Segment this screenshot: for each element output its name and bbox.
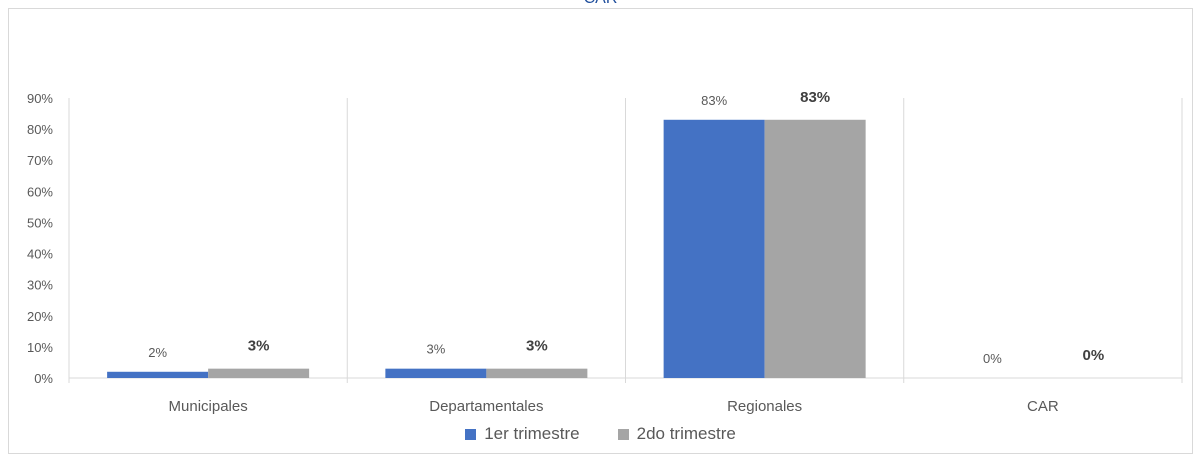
y-tick-label: 60% [27, 184, 53, 199]
y-tick-label: 0% [34, 371, 53, 386]
y-tick-label: 50% [27, 215, 53, 230]
bar-2 [208, 368, 310, 378]
category-label: Municipales [169, 398, 248, 415]
data-label: 2% [148, 345, 167, 360]
y-tick-label: 80% [27, 122, 53, 137]
legend-item-2: 2do trimestre [617, 424, 736, 444]
bar-2 [764, 119, 866, 379]
y-tick-label: 90% [27, 91, 53, 106]
data-label: 3% [426, 342, 445, 357]
y-tick-label: 10% [27, 340, 53, 355]
data-label: 3% [526, 338, 548, 355]
y-tick-label: 30% [27, 278, 53, 293]
bar-2 [486, 368, 588, 378]
legend-label-1: 1er trimestre [484, 424, 580, 443]
legend-swatch-1 [465, 428, 477, 440]
legend-label-2: 2do trimestre [636, 424, 736, 443]
data-label: 83% [800, 89, 830, 106]
data-label: 0% [1083, 347, 1105, 364]
data-label: 0% [983, 351, 1002, 366]
y-tick-label: 40% [27, 247, 53, 262]
legend-swatch-2 [617, 428, 629, 440]
y-tick-label: 70% [27, 153, 53, 168]
category-label: Regionales [727, 398, 802, 415]
legend-item-1: 1er trimestre [465, 424, 580, 444]
data-label: 3% [248, 338, 270, 355]
category-label: Departamentales [429, 398, 543, 415]
bar-1 [385, 368, 487, 378]
data-label: 83% [701, 93, 727, 108]
bar-1 [663, 119, 765, 379]
category-label: CAR [1027, 398, 1059, 415]
bar-1 [107, 371, 209, 378]
y-tick-label: 20% [27, 309, 53, 324]
chart-title: CAR [0, 0, 1201, 8]
chart-frame [8, 8, 1193, 454]
chart-legend: 1er trimestre 2do trimestre [0, 424, 1201, 444]
